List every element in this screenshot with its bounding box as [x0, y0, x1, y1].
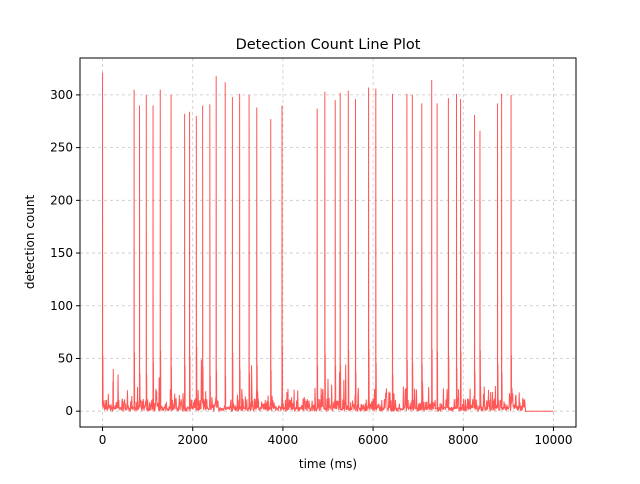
y-tick-label: 100 [50, 299, 73, 313]
x-tick-label: 8000 [448, 433, 479, 447]
x-axis: 0 2000 4000 6000 8000 10000 [99, 427, 573, 447]
y-tick-label: 150 [50, 246, 73, 260]
plot-frame [79, 57, 577, 428]
x-tick-label: 2000 [177, 433, 208, 447]
y-tick-label: 300 [50, 88, 73, 102]
data-area [101, 72, 554, 413]
y-tick-label: 200 [50, 193, 73, 207]
y-axis-label: detection count [23, 195, 37, 290]
grid-lines [80, 58, 576, 427]
detection-count-line [101, 72, 554, 413]
y-tick-label: 250 [50, 141, 73, 155]
x-tick-label: 4000 [268, 433, 299, 447]
x-axis-label: time (ms) [299, 457, 357, 471]
y-tick-label: 50 [58, 351, 73, 365]
chart-title: Detection Count Line Plot [236, 37, 421, 53]
y-tick-label: 0 [65, 404, 73, 418]
y-axis: 0 50 100 150 200 250 300 [50, 88, 80, 418]
x-tick-label: 6000 [358, 433, 389, 447]
x-tick-label: 0 [99, 433, 107, 447]
x-tick-label: 10000 [534, 433, 572, 447]
